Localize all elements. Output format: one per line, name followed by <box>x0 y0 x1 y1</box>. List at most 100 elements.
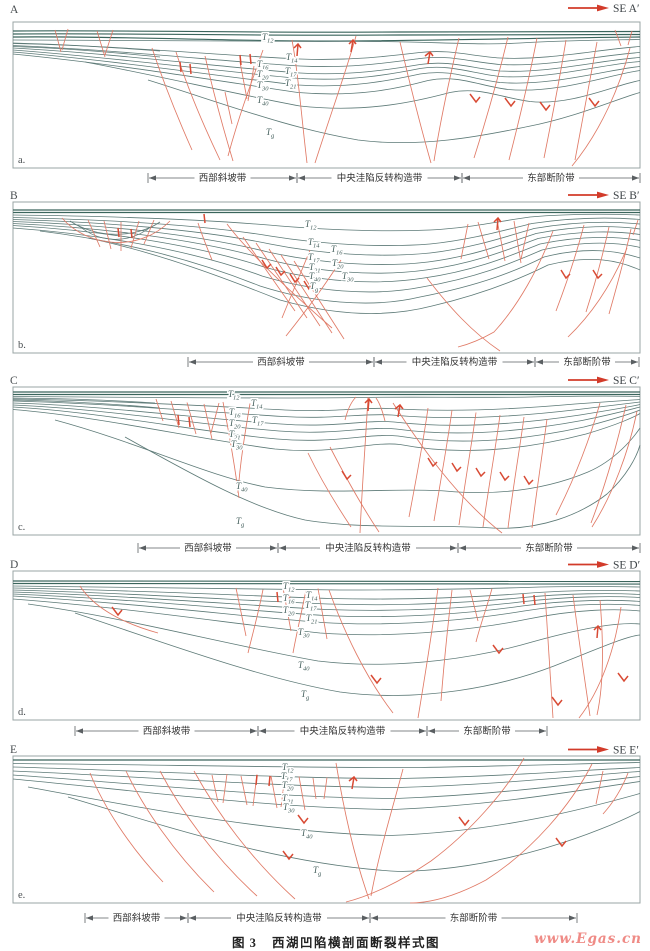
horizon-label: T20 <box>283 605 295 618</box>
section-start-label: D <box>10 560 18 571</box>
horizon-label: T17 <box>285 66 297 79</box>
zone-bar: 西部斜坡带 中央洼陷反转构造带 东部断阶带 <box>137 541 641 556</box>
zone-label: 西部斜坡带 <box>199 172 247 184</box>
zone-label: 东部断阶带 <box>563 356 611 368</box>
horizon-label: T30 <box>231 439 243 452</box>
horizon-label: T12 <box>282 762 294 775</box>
zone-label: 东部断阶带 <box>463 725 511 737</box>
horizon-label: T20 <box>282 780 294 793</box>
horizon-label: T14 <box>306 590 318 603</box>
figure-caption-row: 图 3 西湖凹陷横剖面断裂样式图 www.Egas.cn <box>0 930 650 950</box>
fault-slip-marks <box>179 38 600 112</box>
zone-label: 东部断阶带 <box>527 172 575 184</box>
horizon-label: T30 <box>257 80 269 93</box>
horizon-label: T20 <box>229 418 241 431</box>
panel-a: A SE A′ <box>10 3 641 186</box>
zone-label: 东部断阶带 <box>450 912 498 924</box>
horizon-label: T40 <box>309 271 321 284</box>
horizon-label: T20 <box>332 258 344 271</box>
section-direction-label: SE D′ <box>613 560 640 572</box>
panel-c: C SE C′ <box>10 375 641 556</box>
fault-slip-marks <box>117 213 603 291</box>
horizon-label: Tg <box>301 689 310 702</box>
panel-letter: b. <box>18 340 26 351</box>
zone-bar: 西部斜坡带 中央洼陷反转构造带 东部断阶带 <box>74 724 548 739</box>
zone-label: 西部斜坡带 <box>257 356 305 368</box>
horizon-label: T21 <box>306 613 318 626</box>
fault-lines <box>155 396 638 534</box>
horizon-label: T12 <box>283 581 295 594</box>
horizon-label: T40 <box>236 481 248 494</box>
fault-slip-marks <box>255 774 567 861</box>
zone-bar: 西部斜坡带 中央洼陷反转构造带 东部断阶带 <box>147 171 641 186</box>
horizon-label: T12 <box>305 219 317 232</box>
zone-label: 中央洼陷反转构造带 <box>325 542 411 554</box>
zone-label: 中央洼陷反转构造带 <box>337 172 423 184</box>
horizon-label: T16 <box>283 593 295 606</box>
fault-lines <box>54 28 633 167</box>
horizon-label: T20 <box>257 69 269 82</box>
horizon-label: T16 <box>257 59 269 72</box>
fault-lines <box>79 585 622 719</box>
section-start-label: B <box>10 190 18 202</box>
zone-label: 中央洼陷反转构造带 <box>412 356 498 368</box>
horizon-lines <box>12 759 641 872</box>
horizon-label: T40 <box>298 660 310 673</box>
se-arrow-icon <box>568 4 609 12</box>
se-arrow-icon <box>568 191 609 199</box>
horizon-label: T16 <box>229 407 241 420</box>
fault-slip-marks <box>177 397 534 486</box>
horizon-label: T17 <box>305 600 317 613</box>
horizon-label: T14 <box>308 237 320 250</box>
horizon-label: T30 <box>342 271 354 284</box>
zone-bar: 西部斜坡带 中央洼陷反转构造带 东部断阶带 <box>187 355 640 370</box>
section-frame <box>12 755 641 904</box>
fault-lines <box>89 757 629 904</box>
zone-label: 西部斜坡带 <box>143 725 191 737</box>
horizon-label: T40 <box>301 828 313 841</box>
horizon-label: Tg <box>266 127 275 140</box>
horizon-label: T21 <box>229 429 241 442</box>
site-watermark: www.Egas.cn <box>533 931 642 947</box>
panel-letter: d. <box>18 707 26 718</box>
section-frame <box>12 201 641 354</box>
horizon-lines <box>12 391 641 529</box>
panel-d: D SE D′ <box>10 560 641 739</box>
section-direction-label: SE B′ <box>613 190 639 202</box>
horizon-label: T30 <box>298 627 310 640</box>
horizon-label: Tg <box>310 281 319 294</box>
horizon-label: T17 <box>252 415 264 428</box>
horizon-label: T12 <box>228 389 240 402</box>
horizon-label: T14 <box>286 52 298 65</box>
zone-label: 东部断阶带 <box>525 542 573 554</box>
panel-b: B SE B′ <box>10 190 641 370</box>
section-start-label: E <box>10 745 17 756</box>
se-arrow-icon <box>568 561 609 568</box>
horizon-label: Tg <box>236 516 245 529</box>
horizon-label: T21 <box>309 262 321 275</box>
zone-label: 西部斜坡带 <box>184 542 232 554</box>
panel-letter: a. <box>18 155 25 166</box>
horizon-label: T17 <box>308 252 320 265</box>
horizon-label: T21 <box>282 793 294 806</box>
zone-label: 中央洼陷反转构造带 <box>300 725 386 737</box>
figure-title: 西湖凹陷横剖面断裂样式图 <box>272 936 441 950</box>
horizon-label: T14 <box>251 398 263 411</box>
horizon-label: T30 <box>283 802 295 815</box>
section-frame <box>12 386 641 536</box>
zone-label: 中央洼陷反转构造带 <box>236 912 322 924</box>
se-arrow-icon <box>568 376 609 384</box>
horizon-label: T16 <box>331 244 343 257</box>
section-direction-label: SE E′ <box>613 745 639 757</box>
panel-letter: e. <box>18 890 25 901</box>
section-direction-label: SE A′ <box>613 3 639 15</box>
horizon-label: T17 <box>281 771 293 784</box>
section-start-label: C <box>10 375 18 387</box>
figure-number: 图 3 <box>232 936 257 950</box>
horizon-label: T21 <box>285 78 297 91</box>
